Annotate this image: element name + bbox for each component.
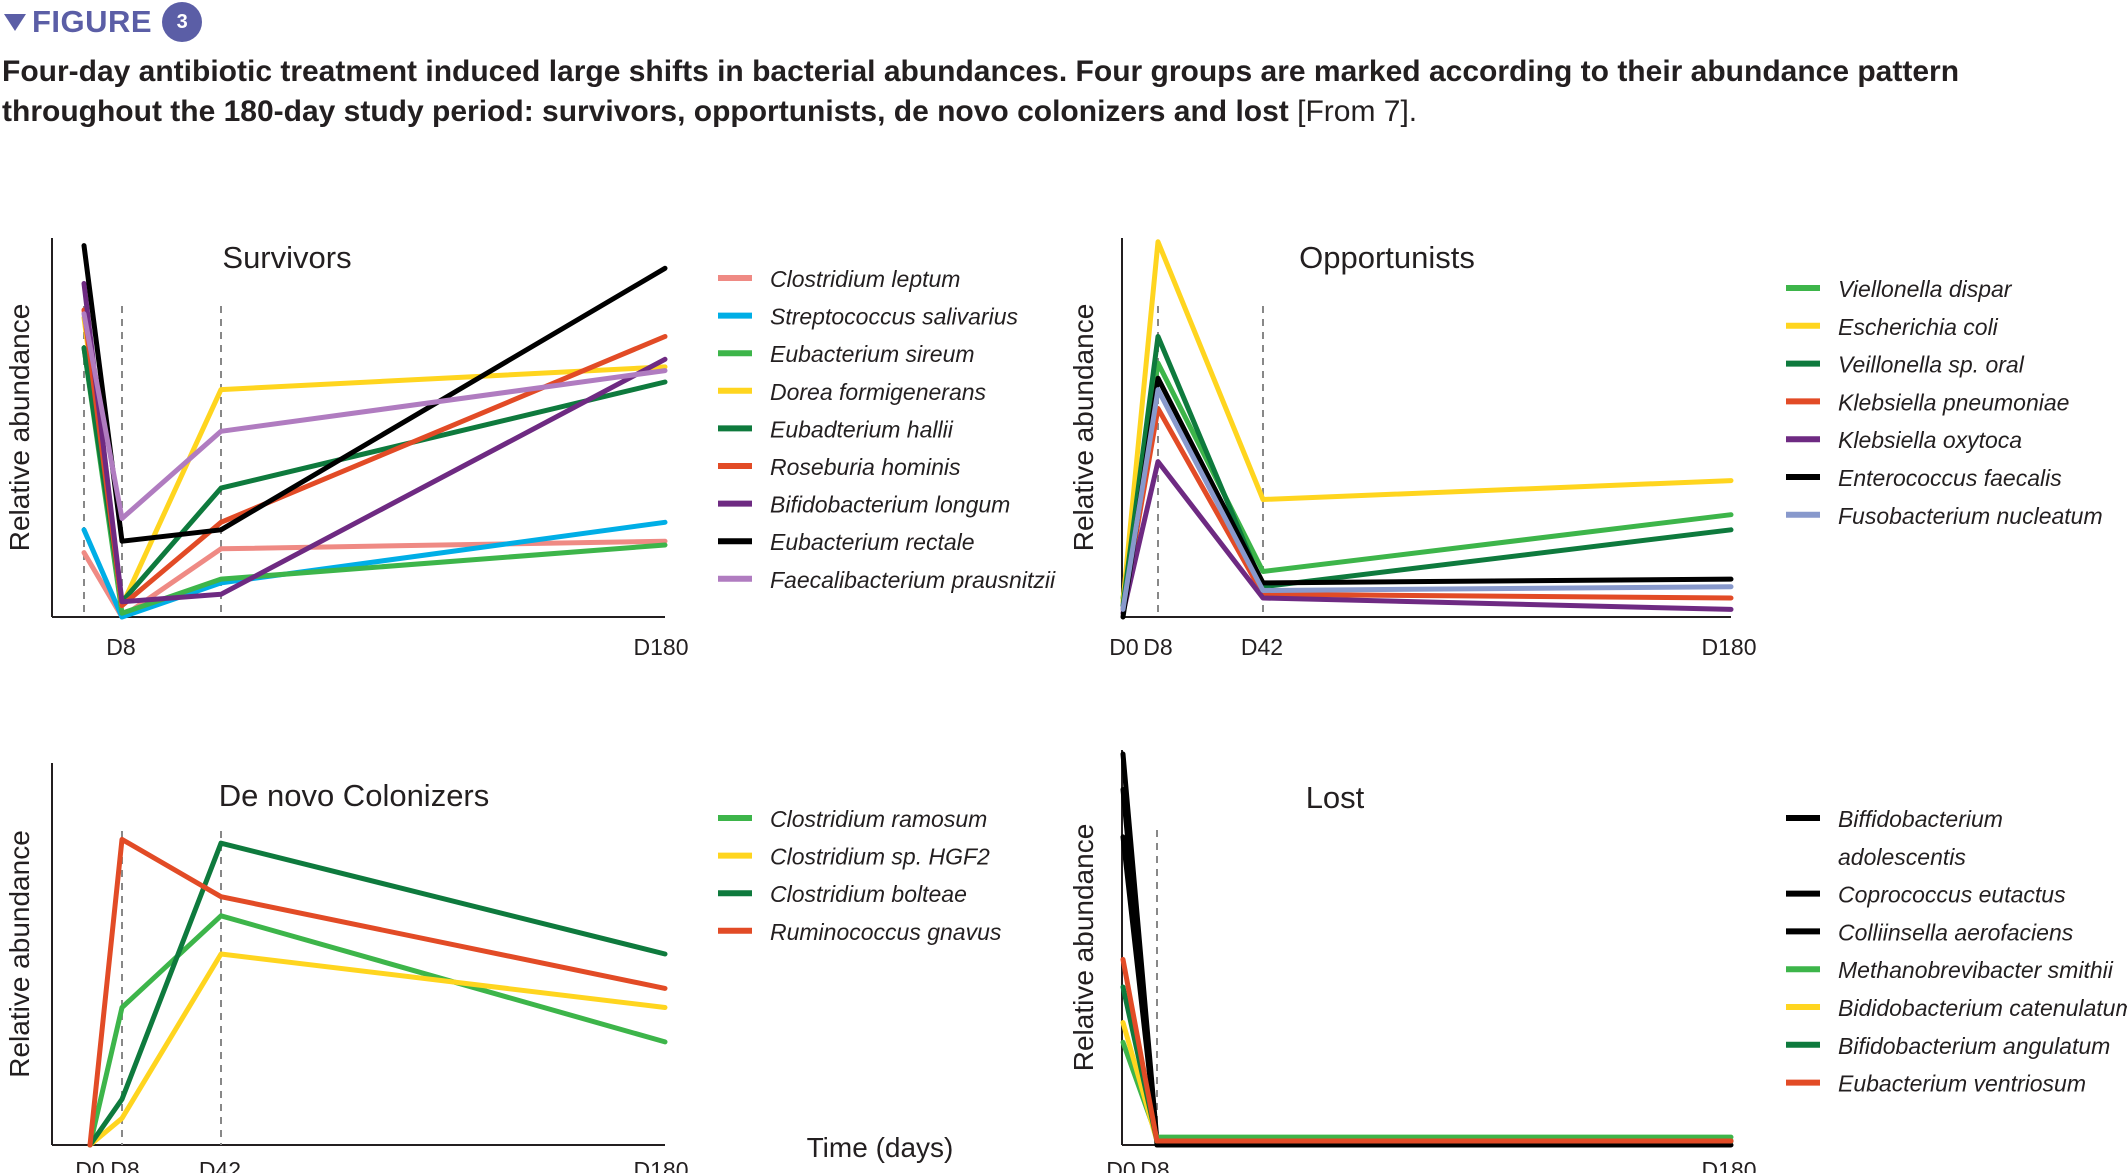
series-line-3: [1120, 334, 1734, 609]
legend-label: Clostridium ramosum: [770, 806, 987, 832]
series-line-4: [87, 836, 668, 1148]
legend-label: Eubacterium rectale: [770, 529, 975, 555]
caption-bold-text: Four-day antibiotic treatment induced la…: [2, 55, 1960, 128]
figure-header: FIGURE 3: [4, 2, 203, 42]
triangle-down-icon: [4, 13, 26, 31]
chart-panel-3: De novo Colonizers Relative abundance D0 D8…: [4, 763, 1002, 1173]
chart-panel-1: Survivors Relative abundance D8 D180 Clostri…: [4, 238, 1056, 660]
legend-label: Escherichia coli: [1838, 314, 1999, 340]
series-line-7: [1120, 387, 1734, 612]
x-tick-label: D42: [199, 1157, 241, 1173]
legend-label: Methanobrevibacter smithii: [1838, 957, 2114, 983]
figure-caption: Four-day antibiotic treatment induced la…: [2, 52, 2112, 132]
series-line-1: [1120, 360, 1734, 601]
y-axis-label: Relative abundance: [1068, 824, 1099, 1072]
caption-reference: [From 7].: [1288, 95, 1418, 128]
legend-label: Dorea formigenerans: [770, 379, 987, 405]
series-line-7: [1120, 956, 1734, 1144]
series-line-2: [1120, 834, 1734, 1144]
legend-label: Ruminococcus gnavus: [770, 919, 1002, 945]
series-line-1: [1120, 751, 1734, 1144]
y-axis-label: Relative abundance: [4, 304, 35, 552]
legend-label: Klebsiella pneumoniae: [1838, 389, 2069, 415]
series-line-2: [87, 951, 668, 1148]
legend-label: Bididobacterium catenulatum: [1838, 995, 2127, 1021]
series-line-1: [81, 538, 668, 620]
x-tick-label: D180: [1702, 634, 1757, 660]
legend-label: Klebsiella oxytoca: [1838, 427, 2022, 453]
y-axis-label: Relative abundance: [4, 830, 35, 1078]
legend-label-line: adolescentis: [1838, 844, 1966, 870]
legend-label: Coprococcus eutactus: [1838, 882, 2066, 908]
chart-title: Survivors: [222, 240, 351, 275]
figure-number-badge: 3: [162, 2, 203, 42]
series-line-6: [1120, 984, 1734, 1144]
series-line-4: [1120, 1039, 1734, 1140]
series-line-5: [1120, 459, 1734, 616]
legend-label: Faecalibacterium prausnitzii: [770, 567, 1056, 593]
x-tick-label: D42: [1241, 634, 1283, 660]
series-line-7: [81, 281, 668, 605]
series-line-2: [1120, 239, 1734, 605]
x-tick-label: D0: [1106, 1157, 1135, 1173]
shared-x-axis-label: Time (days): [807, 1132, 954, 1163]
series-line-3: [81, 345, 668, 616]
x-tick-label: D180: [634, 1157, 689, 1173]
legend-label: Biffidobacterium adolescentis: [1838, 806, 2003, 870]
x-tick-label: D8: [1140, 1157, 1169, 1173]
legend-label: Veillonella sp. oral: [1838, 352, 2025, 378]
x-tick-label: D180: [634, 634, 689, 660]
legend-label: Eubacterium sireum: [770, 341, 975, 367]
x-tick-label: D8: [106, 634, 135, 660]
series-line-9: [81, 311, 668, 521]
chart-panel-2: Opportunists Relative abundance D0 D8 D42 D18…: [1068, 238, 2103, 660]
legend-label: Clostridium bolteae: [770, 881, 967, 907]
chart-title: De novo Colonizers: [219, 778, 490, 813]
x-tick-label: D0: [1109, 634, 1138, 660]
legend-label: Clostridium sp. HGF2: [770, 844, 990, 870]
legend-label: Eubadterium hallii: [770, 416, 954, 442]
x-tick-label: D8: [110, 1157, 139, 1173]
y-axis-label: Relative abundance: [1068, 304, 1099, 552]
legend-label: Fusobacterium nucleatum: [1838, 503, 2103, 529]
figure-label: FIGURE: [32, 4, 153, 39]
legend-label: Roseburia hominis: [770, 454, 961, 480]
legend-label: Bifidobacterium longum: [770, 492, 1010, 518]
legend-label: Viellonella dispar: [1838, 276, 2013, 302]
series-line-3: [1120, 787, 1734, 1148]
x-tick-label: D8: [1143, 634, 1172, 660]
legend-label: Bifidobacterium angulatum: [1838, 1033, 2110, 1059]
legend-label: Eubacterium ventriosum: [1838, 1071, 2086, 1097]
legend-label: Clostridium leptum: [770, 266, 960, 292]
legend-label-line: Biffidobacterium: [1838, 806, 2003, 832]
series-line-5: [1120, 1020, 1734, 1144]
legend-label: Streptococcus salivarius: [770, 304, 1018, 330]
chart-panel-4: Lost Relative abundance D0 D8 D180 Biffidobac…: [1068, 750, 2127, 1173]
legend-label: Enterococcus faecalis: [1838, 465, 2062, 491]
x-tick-label: D0: [75, 1157, 104, 1173]
series-line-3: [87, 840, 668, 1148]
legend-label: Colliinsella aerofaciens: [1838, 919, 2074, 945]
x-tick-label: D180: [1702, 1157, 1757, 1173]
chart-title: Lost: [1306, 780, 1365, 815]
chart-title: Opportunists: [1299, 240, 1475, 275]
